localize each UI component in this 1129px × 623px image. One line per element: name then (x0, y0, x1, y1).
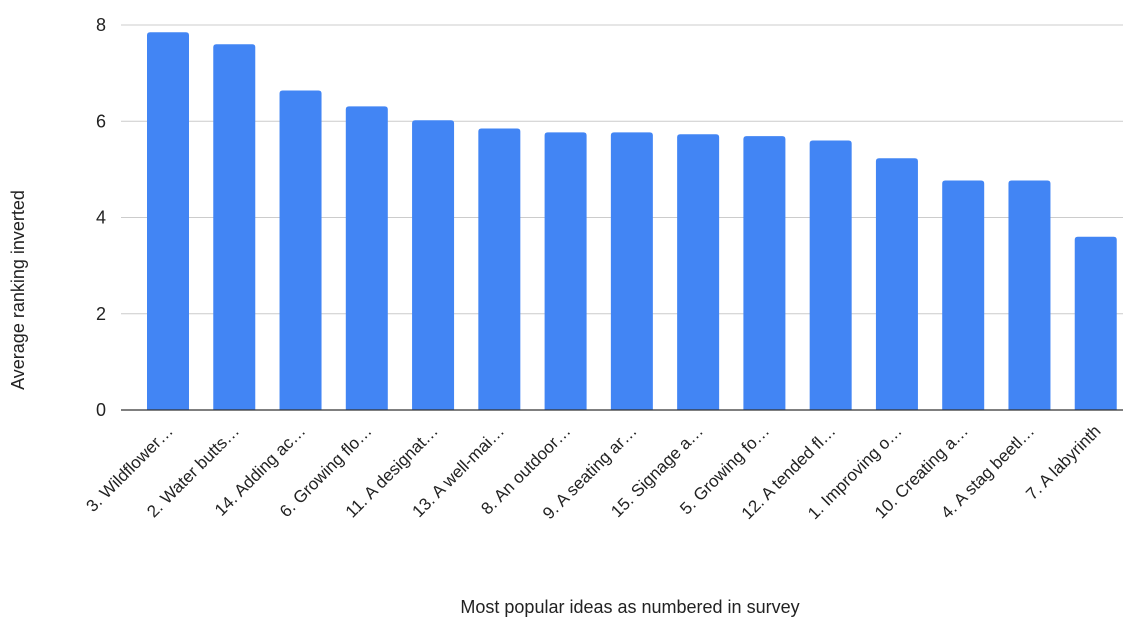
y-tick-label: 2 (96, 304, 106, 324)
bar (809, 140, 852, 410)
bar (875, 158, 918, 410)
bar (279, 90, 322, 410)
bar (942, 180, 985, 410)
y-axis-title: Average ranking inverted (8, 190, 28, 390)
bar (1074, 236, 1117, 410)
y-tick-label: 0 (96, 400, 106, 420)
y-tick-label: 8 (96, 15, 106, 35)
x-axis-title: Most popular ideas as numbered in survey (460, 597, 799, 617)
bar (1008, 180, 1051, 410)
bar (610, 132, 653, 410)
bars (147, 32, 1117, 411)
bar (743, 136, 786, 410)
bar (478, 128, 521, 410)
y-tick-label: 6 (96, 111, 106, 131)
bar (677, 134, 720, 410)
bar (544, 132, 587, 410)
bar (412, 120, 455, 410)
bar (213, 44, 256, 410)
bar (345, 106, 388, 411)
bar (147, 32, 189, 410)
y-tick-label: 4 (96, 208, 106, 228)
